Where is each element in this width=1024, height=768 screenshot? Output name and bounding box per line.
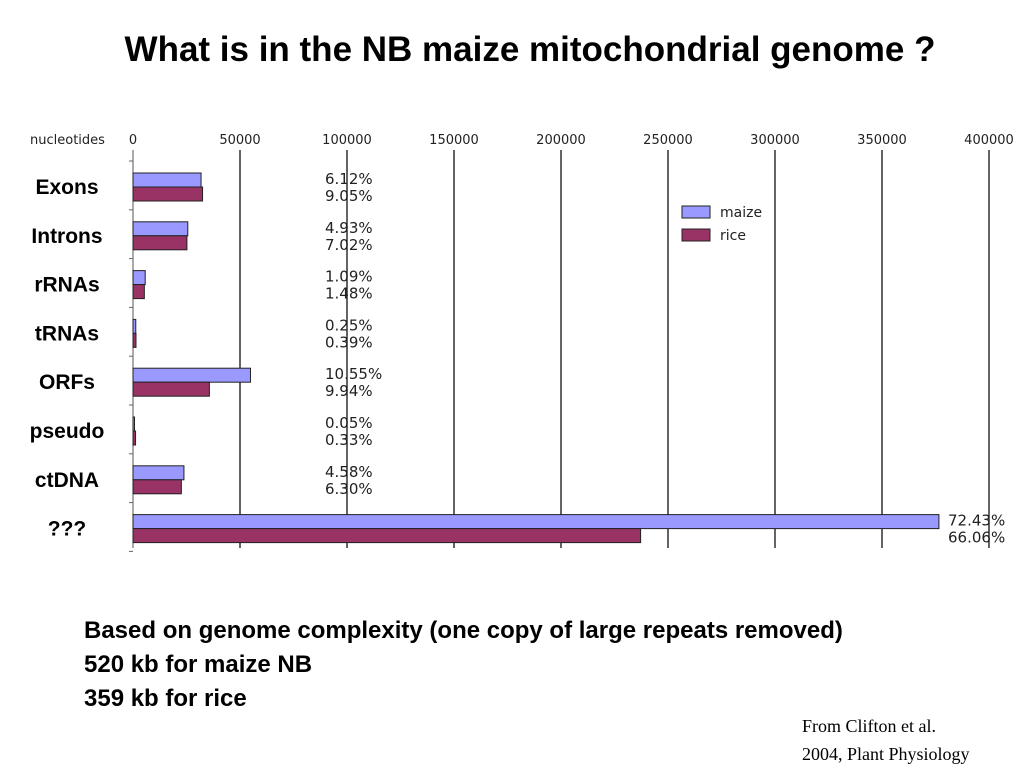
x-tick-label: 200000 xyxy=(536,133,586,148)
category-label: ctDNA xyxy=(35,469,99,492)
grid-lines xyxy=(132,150,990,548)
citation: From Clifton et al. 2004, Plant Physiolo… xyxy=(802,712,970,768)
bar-rice xyxy=(132,479,182,495)
bar-rice xyxy=(132,528,642,544)
x-tick-label: 250000 xyxy=(643,133,693,148)
bar-rice xyxy=(132,235,188,251)
data-label-rice: 6.30% xyxy=(325,480,373,498)
legend-label-rice: rice xyxy=(720,228,746,244)
data-label-maize: 0.05% xyxy=(325,414,373,432)
data-label-rice: 9.94% xyxy=(325,382,373,400)
bars xyxy=(132,172,940,544)
x-tick-label: 150000 xyxy=(429,133,479,148)
slide-title: What is in the NB maize mitochondrial ge… xyxy=(124,30,936,69)
category-label: rRNAs xyxy=(34,274,99,297)
note-line: 359 kb for rice xyxy=(84,685,247,712)
data-label-maize: 1.09% xyxy=(325,268,373,286)
bar-rice xyxy=(132,381,210,397)
axis-unit-label: nucleotides xyxy=(30,133,105,148)
category-labels: Exons Introns rRNAs tRNAs ORFs pseudo ctDNA??? xyxy=(30,176,105,541)
bar-maize xyxy=(132,318,137,334)
data-label-rice: 0.39% xyxy=(325,333,373,351)
data-label-rice: 1.48% xyxy=(325,285,373,303)
bar-rice xyxy=(132,430,137,446)
data-label-maize: 4.58% xyxy=(325,463,373,481)
notes: Based on genome complexity (one copy of … xyxy=(84,614,843,716)
bar-rice xyxy=(132,332,137,348)
legend-swatch-maize xyxy=(681,205,711,219)
x-tick-label: 0 xyxy=(129,133,137,148)
x-tick-label: 50000 xyxy=(219,133,260,148)
data-label-rice: 7.02% xyxy=(325,236,373,254)
data-label-maize: 4.93% xyxy=(325,219,373,237)
bar-maize xyxy=(132,367,251,383)
data-label-maize: 72.43% xyxy=(948,512,1005,530)
data-label-rice: 9.05% xyxy=(325,187,373,205)
data-label-maize: 10.55% xyxy=(325,365,382,383)
bar-maize xyxy=(132,221,189,237)
note-line: Based on genome complexity (one copy of … xyxy=(84,617,843,644)
data-label-rice: 66.06% xyxy=(948,529,1005,547)
legend-label-maize: maize xyxy=(720,205,762,221)
legend-swatch-rice xyxy=(681,228,711,242)
x-tick-label: 400000 xyxy=(964,133,1014,148)
percent-labels: 6.12%9.05% 4.93%7.02% 1.09%1.48% 0.25%0.39%… xyxy=(325,170,1005,547)
category-label: pseudo xyxy=(30,420,105,443)
category-label: Exons xyxy=(35,176,98,199)
x-tick-label: 100000 xyxy=(322,133,372,148)
note-line: 520 kb for maize NB xyxy=(84,651,313,678)
category-label: ??? xyxy=(48,518,86,541)
bar-rice xyxy=(132,284,145,300)
citation-line: 2004, Plant Physiology xyxy=(802,744,970,764)
category-label: tRNAs xyxy=(35,322,99,345)
data-label-maize: 6.12% xyxy=(325,170,373,188)
citation-line: From Clifton et al. xyxy=(802,716,936,736)
bar-maize xyxy=(132,416,135,432)
bar-maize xyxy=(132,514,940,530)
data-label-maize: 0.25% xyxy=(325,316,373,334)
category-label: Introns xyxy=(31,225,102,248)
x-tick-label: 300000 xyxy=(750,133,800,148)
bar-maize xyxy=(132,172,202,188)
bar-rice xyxy=(132,186,204,202)
x-axis: nucleotides 0 50000 100000 150000 200000 25000… xyxy=(30,133,1014,552)
bar-maize xyxy=(132,270,146,286)
category-label: ORFs xyxy=(39,371,95,394)
data-label-rice: 0.33% xyxy=(325,431,373,449)
x-tick-label: 350000 xyxy=(857,133,907,148)
legend: maize rice xyxy=(681,205,762,244)
bar-maize xyxy=(132,465,185,481)
bar-chart: nucleotides 0 50000 100000 150000 200000 25000… xyxy=(30,133,1014,552)
